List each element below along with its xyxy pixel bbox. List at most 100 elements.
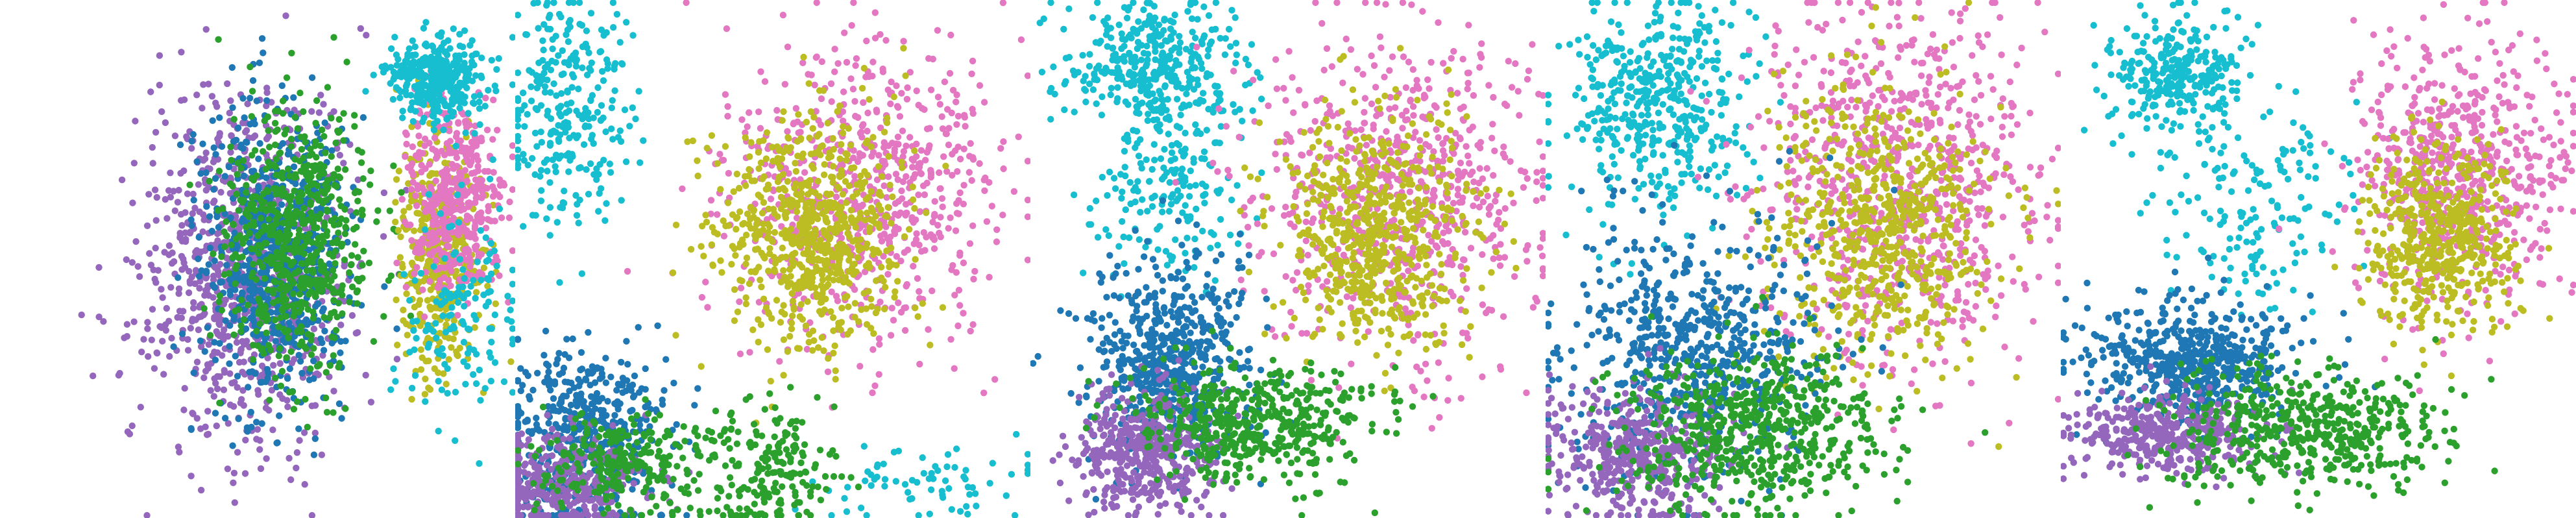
scatter-point	[237, 164, 245, 172]
scatter-point	[317, 210, 324, 217]
scatter-point	[993, 226, 1001, 233]
scatter-point	[777, 278, 784, 286]
scatter-point	[256, 195, 263, 202]
scatter-point	[836, 102, 844, 110]
scatter-point	[280, 243, 287, 251]
scatter-point	[240, 316, 247, 323]
scatter-point	[178, 49, 185, 56]
scatter-point	[197, 278, 204, 285]
scatter-point	[458, 181, 465, 188]
scatter-point	[149, 160, 156, 167]
scatter-point	[563, 109, 570, 116]
scatter-point	[448, 179, 455, 186]
scatter-point	[441, 361, 448, 368]
scatter-point	[276, 150, 283, 157]
scatter-point	[421, 74, 428, 82]
scatter-point	[962, 467, 969, 474]
scatter-point	[931, 198, 938, 205]
scatter-point	[467, 42, 474, 49]
scatter-point	[212, 410, 219, 417]
scatter-point	[339, 240, 346, 248]
scatter-point	[541, 88, 549, 96]
scatter-point	[953, 445, 960, 452]
scatter-point	[264, 113, 271, 121]
scatter-point	[903, 173, 910, 180]
scatter-point	[175, 285, 183, 292]
scatter-point	[340, 137, 347, 144]
scatter-point	[200, 374, 208, 382]
scatter-point	[228, 156, 235, 164]
scatter-point	[359, 206, 366, 214]
scatter-point	[702, 278, 709, 286]
scatter-point	[561, 188, 568, 195]
scatter-point	[828, 98, 835, 105]
scatter-point	[607, 169, 614, 176]
scatter-point	[328, 310, 335, 317]
scatter-point	[476, 460, 483, 467]
scatter-point	[465, 203, 472, 210]
scatter-point	[409, 51, 417, 59]
scatter-point	[276, 360, 284, 367]
scatter-point	[960, 310, 967, 317]
scatter-point	[916, 208, 924, 216]
scatter-point	[126, 430, 134, 438]
scatter-point	[430, 328, 437, 335]
scatter-point	[409, 117, 417, 125]
scatter-point	[883, 114, 891, 122]
scatter-point	[184, 347, 192, 354]
scatter-point	[313, 277, 320, 284]
scatter-point	[467, 263, 474, 270]
scatter-point	[906, 134, 914, 141]
scatter-point	[319, 322, 326, 329]
scatter-point	[328, 153, 335, 160]
scatter-point	[207, 387, 214, 394]
scatter-point	[895, 447, 903, 454]
scatter-point	[528, 97, 535, 105]
scatter-point	[892, 288, 899, 295]
scatter-point	[182, 229, 189, 236]
scatter-point	[276, 345, 284, 352]
scatter-point	[945, 485, 953, 492]
scatter-point	[784, 348, 792, 355]
scatter-point	[1011, 512, 1019, 518]
scatter-point	[221, 271, 228, 278]
scatter-point	[386, 207, 393, 214]
scatter-point	[948, 506, 955, 513]
scatter-point	[324, 177, 331, 184]
scatter-point	[210, 393, 217, 400]
scatter-point	[221, 415, 229, 422]
scatter-point	[830, 145, 837, 153]
scatter-point	[296, 158, 304, 165]
scatter-point	[313, 248, 321, 256]
scatter-point	[411, 277, 419, 284]
scatter-point	[180, 406, 188, 413]
scatter-point	[841, 495, 848, 502]
scatter-point	[449, 99, 456, 106]
scatter-point	[450, 323, 457, 330]
scatter-point	[425, 191, 433, 198]
scatter-point	[335, 364, 342, 371]
scatter-point	[210, 263, 218, 270]
scatter-point	[175, 186, 182, 194]
scatter-point	[200, 305, 208, 312]
scatter-point	[971, 267, 978, 275]
scatter-point	[328, 114, 335, 122]
scatter-point	[260, 148, 267, 155]
scatter-point	[471, 324, 478, 331]
scatter-point	[381, 283, 388, 290]
scatter-point	[520, 151, 527, 158]
scatter-point	[945, 125, 953, 132]
scatter-point	[459, 283, 467, 291]
scatter-point	[148, 336, 155, 343]
scatter-point	[202, 186, 210, 194]
scatter-point	[495, 55, 502, 62]
scatter-point	[215, 298, 223, 306]
scatter-point	[282, 126, 290, 134]
scatter-point	[858, 129, 865, 136]
scatter-point	[863, 37, 870, 45]
scatter-point	[152, 245, 159, 252]
scatter-point	[304, 177, 312, 184]
scatter-point	[293, 269, 300, 277]
scatter-point	[947, 336, 954, 343]
scatter-point	[180, 308, 187, 315]
